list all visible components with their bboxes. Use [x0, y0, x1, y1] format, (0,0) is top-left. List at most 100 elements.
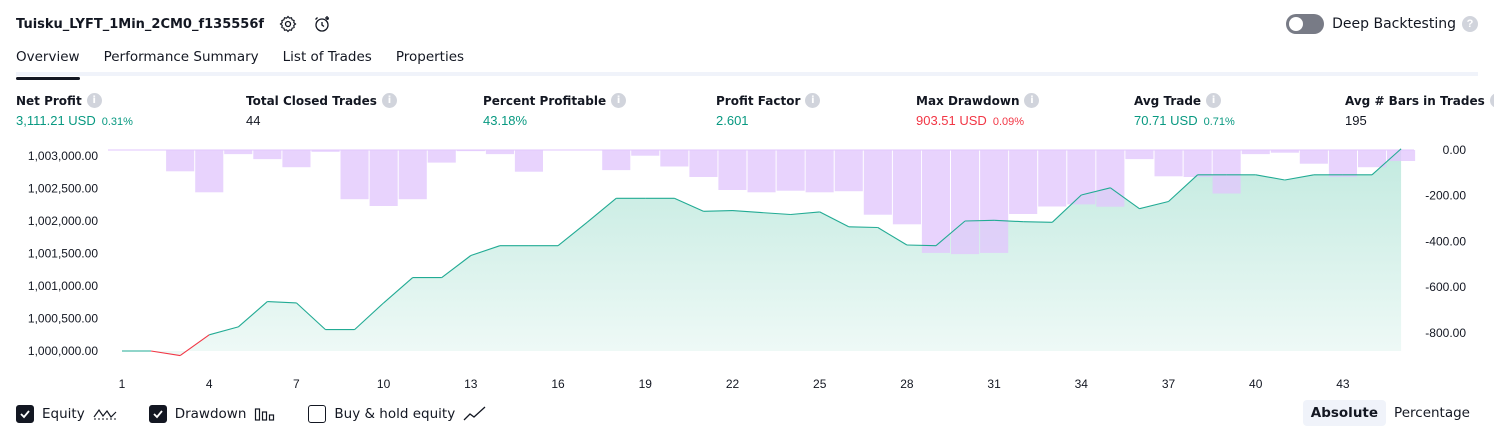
drawdown-bar [369, 150, 398, 206]
equity-line-segment [237, 301, 268, 328]
drawdown-bar [1358, 150, 1387, 168]
x-axis-tick-label: 40 [1249, 377, 1263, 391]
drawdown-bar [631, 150, 660, 156]
drawdown-bar [282, 150, 311, 168]
tab-list-of-trades[interactable]: List of Trades [282, 49, 372, 65]
drawdown-bar [602, 150, 631, 171]
drawdown-bars-icon [255, 408, 275, 421]
right-axis-tick-label: -400.00 [1425, 235, 1466, 249]
x-axis-tick-label: 19 [639, 377, 653, 391]
info-icon[interactable]: i [1024, 93, 1040, 108]
checkbox-drawdown[interactable] [148, 405, 167, 423]
drawdown-bar [1125, 150, 1154, 160]
legend-equity[interactable]: Equity [16, 405, 117, 423]
x-axis-tick-label: 4 [206, 377, 213, 391]
legend-drawdown[interactable]: Drawdown [148, 405, 277, 423]
deep-backtesting-toggle[interactable] [1286, 14, 1325, 34]
drawdown-bar [892, 150, 921, 225]
percentage-button[interactable]: Percentage [1394, 405, 1470, 421]
equity-line-segment [557, 221, 588, 247]
chart-legend: Equity Drawdown Buy & hold equity [16, 402, 519, 426]
equity-line-segment [1284, 174, 1314, 181]
equity-line-segment [441, 255, 472, 279]
x-axis-tick-label: 28 [900, 377, 914, 391]
drawdown-bar [689, 150, 718, 177]
info-icon[interactable]: i [1206, 93, 1222, 108]
drawdown-bar [1154, 150, 1183, 177]
equity-line-segment [267, 301, 297, 304]
metric-label: Total Closed Trades [246, 93, 377, 108]
x-axis-tick-label: 16 [551, 377, 565, 391]
equity-line-segment [761, 212, 791, 216]
tab-bar: Overview Performance Summary List of Tra… [16, 44, 1478, 80]
drawdown-bar [1328, 150, 1357, 177]
toggle-knob [1289, 17, 1304, 31]
deep-backtesting: Deep Backtesting ? [1286, 12, 1478, 36]
equity-line-segment [790, 211, 820, 216]
info-icon[interactable]: i [1489, 93, 1494, 108]
equity-line-segment [383, 277, 414, 304]
metric-profit-factor: Profit Factor i 2.601 [716, 93, 821, 128]
equity-line-segment [732, 210, 762, 214]
left-axis-tick-label: 1,002,500.00 [28, 182, 98, 196]
metric-value: 195 [1345, 113, 1367, 128]
metric-value: 44 [246, 113, 261, 128]
gear-icon[interactable] [278, 14, 298, 34]
metric-label: Max Drawdown [916, 93, 1020, 108]
equity-line-segment [848, 226, 878, 229]
right-axis-tick-label: 0.00 [1443, 143, 1467, 157]
info-icon[interactable]: i [86, 93, 102, 108]
drawdown-bar [1387, 150, 1416, 161]
scale-toggle: Absolute Percentage [1302, 400, 1478, 426]
equity-line-segment [935, 220, 966, 247]
right-axis-tick-label: -600.00 [1425, 280, 1466, 294]
drawdown-bar [340, 150, 369, 200]
equity-line-segment [1051, 194, 1082, 223]
absolute-button[interactable]: Absolute [1302, 400, 1387, 426]
drawdown-bar [921, 150, 950, 253]
info-icon[interactable]: i [805, 93, 821, 108]
drawdown-bar [485, 150, 514, 155]
left-axis-tick-label: 1,001,500.00 [28, 247, 98, 261]
equity-line-segment [1081, 187, 1111, 196]
metric-total-closed-trades: Total Closed Trades i 44 [246, 93, 397, 128]
drawdown-bar [224, 150, 253, 155]
left-axis-tick-label: 1,000,000.00 [28, 344, 98, 358]
equity-line-segment [1168, 174, 1198, 202]
metrics-row: Net Profit i 3,111.21 USD 0.31% Total Clos… [16, 93, 1494, 133]
checkbox-buy-hold[interactable] [308, 405, 327, 423]
metric-net-profit: Net Profit i 3,111.21 USD 0.31% [16, 93, 133, 128]
tab-properties[interactable]: Properties [395, 49, 465, 65]
equity-line-segment [994, 219, 1024, 223]
metric-value: 43.18% [483, 113, 528, 128]
drawdown-bar [195, 150, 224, 193]
checkbox-equity[interactable] [16, 405, 34, 423]
equity-drawdown-chart[interactable]: 1,003,000.00 1,002,500.00 1,002,000.00 1,00… [0, 140, 1494, 395]
equity-line-segment [1139, 200, 1169, 210]
left-axis-tick-label: 1,003,000.00 [28, 149, 98, 163]
left-axis-tick-label: 1,001,000.00 [28, 279, 98, 293]
x-axis-tick-label: 43 [1336, 377, 1350, 391]
drawdown-bar [1183, 150, 1212, 177]
metric-avg-trade: Avg Trade i 70.71 USD 0.71% [1134, 93, 1235, 128]
buy-hold-line-icon [463, 406, 486, 421]
equity-line-segment [1255, 174, 1285, 181]
x-axis-tick-label: 10 [377, 377, 391, 391]
metric-value: 70.71 USD [1134, 113, 1198, 128]
right-axis-tick-label: -200.00 [1425, 189, 1466, 203]
drawdown-bar [805, 150, 834, 193]
info-icon[interactable]: i [381, 93, 397, 108]
drawdown-bar [1096, 150, 1125, 207]
info-icon[interactable]: i [611, 93, 627, 108]
help-icon[interactable]: ? [1462, 16, 1478, 32]
alarm-add-icon[interactable] [312, 14, 332, 34]
drawdown-bar [166, 150, 195, 172]
tab-performance-summary[interactable]: Performance Summary [103, 49, 259, 65]
x-axis-tick-label: 13 [464, 377, 478, 391]
equity-line-segment [209, 326, 239, 336]
equity-line-icon [93, 408, 117, 420]
legend-buy-hold[interactable]: Buy & hold equity [308, 405, 487, 423]
tab-overview[interactable]: Overview [16, 44, 80, 80]
equity-line-segment [296, 302, 326, 331]
metric-label: Avg # Bars in Trades [1345, 93, 1485, 108]
